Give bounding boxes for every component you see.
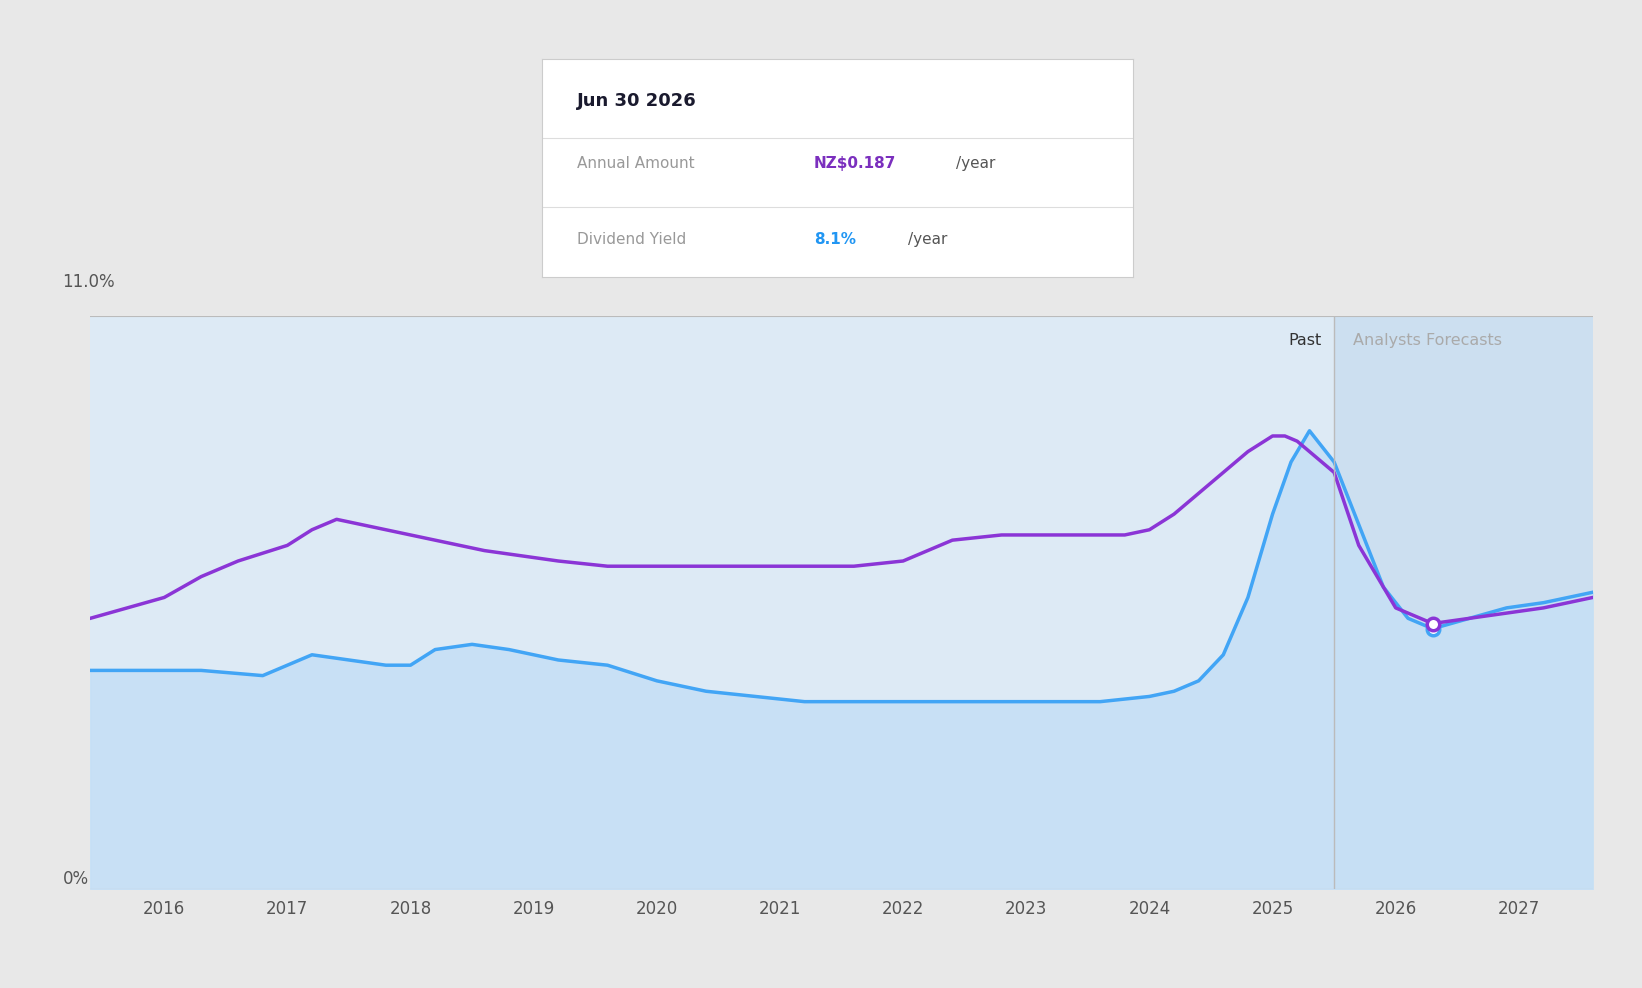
Text: Analysts Forecasts: Analysts Forecasts [1353,333,1501,349]
Text: Dividend Yield: Dividend Yield [578,232,686,247]
Text: 11.0%: 11.0% [62,273,115,290]
Text: 0%: 0% [62,870,89,888]
Text: Past: Past [1289,333,1322,349]
Text: NZ$0.187: NZ$0.187 [814,156,897,171]
Text: Annual Amount: Annual Amount [578,156,695,171]
Text: /year: /year [908,232,947,247]
Text: /year: /year [956,156,995,171]
Text: Jun 30 2026: Jun 30 2026 [578,92,698,110]
Text: 8.1%: 8.1% [814,232,855,247]
Bar [1335,316,1593,889]
